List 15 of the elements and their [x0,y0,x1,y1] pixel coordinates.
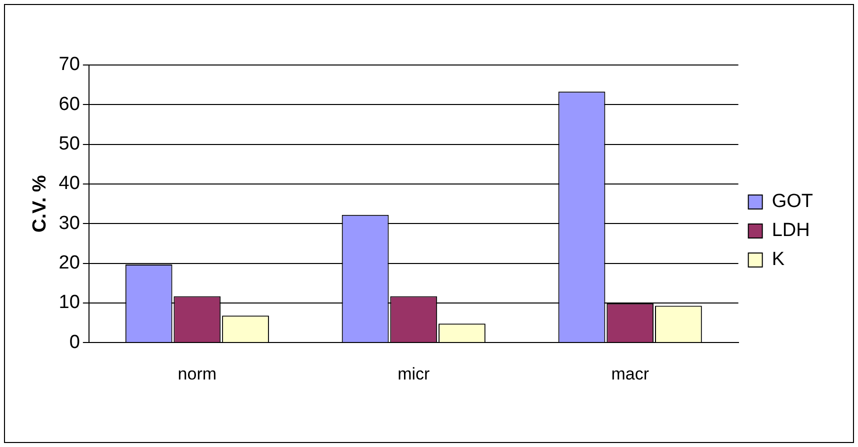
y-tick-label: 70 [58,54,80,76]
y-tick-label: 50 [58,134,80,155]
x-tick-label: macr [611,364,650,384]
legend-label: GOT [772,191,814,212]
y-tick-label: 20 [58,252,80,274]
legend-label: LDH [772,220,810,242]
y-tick-label: 60 [58,94,80,115]
y-tick-label: 0 [69,332,80,353]
x-tick-label: micr [398,364,430,384]
y-axis-title: C.V. % [30,175,51,232]
x-tick-label: norm [178,364,217,384]
y-tick-label: 40 [58,173,80,194]
legend-label: K [772,249,785,270]
y-tick-label: 30 [58,212,80,234]
y-tick-label: 10 [58,292,80,314]
